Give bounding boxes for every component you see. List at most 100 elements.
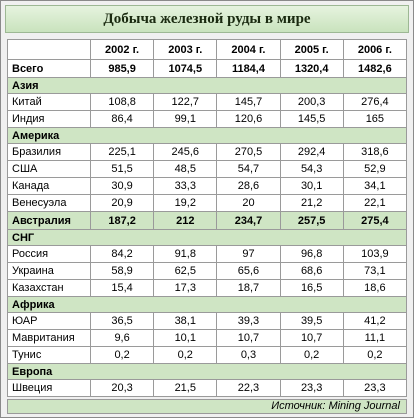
country-row: Венесуэла 20,9 19,2 20 21,2 22,1 [7, 194, 408, 212]
cell: 0,2 [153, 346, 218, 364]
cell: 68,6 [279, 262, 344, 280]
cell: 11,1 [342, 329, 408, 347]
table: 2002 г. 2003 г. 2004 г. 2005 г. 2006 г. Всего… [7, 39, 408, 397]
region-row: Австралия 187,2 212 234,7 257,5 275,4 [7, 211, 408, 230]
cell: 120,6 [216, 110, 281, 128]
cell: 122,7 [153, 93, 218, 111]
column-header: 2003 г. [153, 39, 218, 60]
country-row: Мавритания 9,6 10,1 10,7 10,7 11,1 [7, 329, 408, 347]
row-label: Тунис [7, 346, 91, 364]
cell: 39,3 [216, 312, 281, 330]
cell: 276,4 [342, 93, 408, 111]
country-row: США 51,5 48,5 54,7 54,3 52,9 [7, 160, 408, 178]
row-label: Швеция [7, 379, 91, 397]
cell: 18,7 [216, 279, 281, 297]
cell: 20,9 [89, 194, 155, 212]
cell: 20,3 [89, 379, 155, 397]
region-label: Америка [7, 127, 407, 144]
cell: 292,4 [279, 143, 344, 161]
cell: 165 [342, 110, 408, 128]
region-row: СНГ [7, 229, 407, 246]
cell: 270,5 [216, 143, 281, 161]
cell: 51,5 [89, 160, 155, 178]
cell: 19,2 [153, 194, 218, 212]
header-row: 2002 г. 2003 г. 2004 г. 2005 г. 2006 г. [7, 39, 408, 60]
cell: 52,9 [342, 160, 408, 178]
row-label: Украина [7, 262, 91, 280]
country-row: Канада 30,9 33,3 28,6 30,1 34,1 [7, 177, 408, 195]
cell: 41,2 [342, 312, 408, 330]
cell: 30,1 [279, 177, 344, 195]
row-label: США [7, 160, 91, 178]
cell: 1320,4 [279, 59, 344, 78]
cell: 58,9 [89, 262, 155, 280]
cell: 9,6 [89, 329, 155, 347]
cell: 84,2 [89, 245, 155, 263]
cell: 39,5 [279, 312, 344, 330]
cell: 20 [216, 194, 281, 212]
cell: 234,7 [216, 211, 281, 230]
cell: 0,2 [342, 346, 408, 364]
region-row: Америка [7, 127, 407, 144]
column-header: 2006 г. [342, 39, 408, 60]
cell: 21,5 [153, 379, 218, 397]
region-label: СНГ [7, 229, 407, 246]
cell: 23,3 [279, 379, 344, 397]
cell: 145,7 [216, 93, 281, 111]
cell: 318,6 [342, 143, 408, 161]
cell: 212 [153, 211, 218, 230]
cell: 73,1 [342, 262, 408, 280]
source: Источник: Mining Journal [7, 399, 407, 414]
cell: 187,2 [89, 211, 155, 230]
cell: 38,1 [153, 312, 218, 330]
column-header: 2004 г. [216, 39, 281, 60]
cell: 23,3 [342, 379, 408, 397]
row-label: ЮАР [7, 312, 91, 330]
cell: 36,5 [89, 312, 155, 330]
cell: 30,9 [89, 177, 155, 195]
column-header: 2002 г. [89, 39, 155, 60]
cell: 15,4 [89, 279, 155, 297]
cell: 200,3 [279, 93, 344, 111]
country-row: Китай 108,8 122,7 145,7 200,3 276,4 [7, 93, 408, 111]
cell: 91,8 [153, 245, 218, 263]
row-label: Мавритания [7, 329, 91, 347]
cell: 10,7 [216, 329, 281, 347]
region-row: Африка [7, 296, 407, 313]
cell: 65,6 [216, 262, 281, 280]
cell: 86,4 [89, 110, 155, 128]
region-row: Европа [7, 363, 407, 380]
cell: 99,1 [153, 110, 218, 128]
cell: 1074,5 [153, 59, 218, 78]
row-label: Китай [7, 93, 91, 111]
cell: 22,3 [216, 379, 281, 397]
cell: 10,7 [279, 329, 344, 347]
cell: 34,1 [342, 177, 408, 195]
total-row: Всего 985,9 1074,5 1184,4 1320,4 1482,6 [7, 59, 408, 78]
cell: 16,5 [279, 279, 344, 297]
region-label: Азия [7, 77, 407, 94]
cell: 48,5 [153, 160, 218, 178]
country-row: ЮАР 36,5 38,1 39,3 39,5 41,2 [7, 312, 408, 330]
country-row: Украина 58,9 62,5 65,6 68,6 73,1 [7, 262, 408, 280]
column-header: 2005 г. [279, 39, 344, 60]
row-label: Венесуэла [7, 194, 91, 212]
cell: 1184,4 [216, 59, 281, 78]
cell: 108,8 [89, 93, 155, 111]
region-label: Европа [7, 363, 407, 380]
cell: 0,2 [89, 346, 155, 364]
region-row: Азия [7, 77, 407, 94]
cell: 985,9 [89, 59, 155, 78]
corner-cell [7, 39, 91, 60]
row-label: Канада [7, 177, 91, 195]
country-row: Индия 86,4 99,1 120,6 145,5 165 [7, 110, 408, 128]
title: Добыча железной руды в мире [5, 5, 409, 33]
cell: 17,3 [153, 279, 218, 297]
cell: 10,1 [153, 329, 218, 347]
cell: 54,7 [216, 160, 281, 178]
cell: 145,5 [279, 110, 344, 128]
cell: 18,6 [342, 279, 408, 297]
row-label: Австралия [7, 211, 91, 230]
row-label: Бразилия [7, 143, 91, 161]
